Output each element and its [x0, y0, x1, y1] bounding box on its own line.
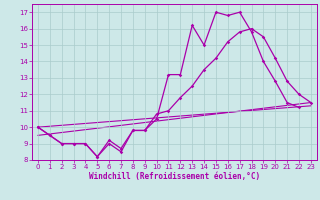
X-axis label: Windchill (Refroidissement éolien,°C): Windchill (Refroidissement éolien,°C): [89, 172, 260, 181]
